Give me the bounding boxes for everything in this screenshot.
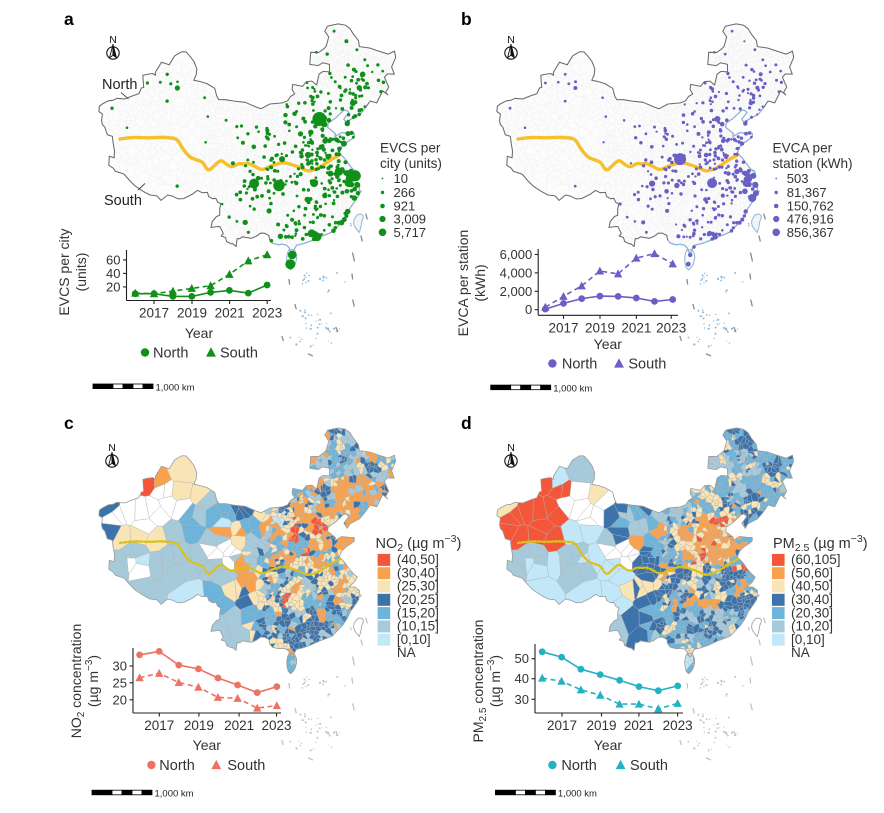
svg-text:N: N bbox=[109, 34, 117, 46]
svg-text:(25,30]: (25,30] bbox=[397, 579, 439, 594]
svg-text:5,717: 5,717 bbox=[394, 225, 427, 240]
svg-text:Year: Year bbox=[185, 325, 214, 341]
svg-text:(50,60]: (50,60] bbox=[791, 565, 833, 580]
svg-text:North: North bbox=[561, 758, 596, 774]
svg-text:[0,10]: [0,10] bbox=[791, 632, 825, 647]
svg-text:South: South bbox=[227, 758, 265, 774]
svg-text:40: 40 bbox=[106, 266, 120, 281]
svg-text:EVCA per station: EVCA per station bbox=[455, 230, 471, 337]
svg-text:0: 0 bbox=[525, 302, 532, 317]
svg-text:South: South bbox=[630, 758, 668, 774]
svg-text:476,916: 476,916 bbox=[787, 212, 834, 227]
svg-text:856,367: 856,367 bbox=[787, 225, 834, 240]
svg-text:South: South bbox=[220, 346, 258, 362]
svg-text:South: South bbox=[104, 193, 142, 209]
svg-text:266: 266 bbox=[394, 185, 416, 200]
svg-text:2023: 2023 bbox=[261, 718, 291, 733]
svg-text:2019: 2019 bbox=[177, 306, 207, 321]
svg-text:NO2 (µg m−3): NO2 (µg m−3) bbox=[376, 533, 462, 554]
svg-text:(15,20]: (15,20] bbox=[397, 605, 439, 620]
svg-text:Year: Year bbox=[594, 336, 623, 352]
svg-text:(40,50]: (40,50] bbox=[791, 579, 833, 594]
svg-text:NA: NA bbox=[791, 645, 810, 660]
svg-text:60: 60 bbox=[106, 252, 120, 267]
svg-text:South: South bbox=[628, 357, 666, 373]
svg-text:2023: 2023 bbox=[663, 718, 693, 733]
svg-text:[0,10]: [0,10] bbox=[397, 632, 431, 647]
svg-text:30: 30 bbox=[515, 692, 529, 707]
svg-text:North: North bbox=[102, 77, 137, 93]
svg-text:2021: 2021 bbox=[624, 718, 654, 733]
svg-text:2021: 2021 bbox=[215, 306, 245, 321]
svg-text:North: North bbox=[562, 357, 597, 373]
svg-text:2021: 2021 bbox=[621, 320, 651, 335]
svg-text:b: b bbox=[461, 9, 472, 29]
svg-text:N: N bbox=[507, 34, 515, 46]
svg-text:2017: 2017 bbox=[548, 320, 578, 335]
svg-text:10: 10 bbox=[394, 171, 408, 186]
svg-text:EVCS per: EVCS per bbox=[380, 141, 441, 156]
svg-text:20: 20 bbox=[106, 279, 120, 294]
svg-text:2017: 2017 bbox=[144, 718, 174, 733]
svg-text:4,000: 4,000 bbox=[500, 265, 533, 280]
svg-text:(10,15]: (10,15] bbox=[397, 619, 439, 634]
svg-text:Year: Year bbox=[193, 737, 222, 753]
svg-text:6,000: 6,000 bbox=[500, 247, 533, 262]
svg-text:c: c bbox=[64, 413, 74, 433]
svg-text:1,000 km: 1,000 km bbox=[553, 383, 592, 394]
svg-text:N: N bbox=[108, 442, 116, 454]
svg-text:NO2 concentration: NO2 concentration bbox=[68, 624, 87, 739]
svg-text:station (kWh): station (kWh) bbox=[773, 156, 853, 171]
svg-text:(60,105]: (60,105] bbox=[791, 552, 841, 567]
svg-text:Year: Year bbox=[594, 737, 623, 753]
svg-text:2023: 2023 bbox=[656, 320, 686, 335]
svg-text:921: 921 bbox=[394, 199, 416, 214]
svg-text:(10,20]: (10,20] bbox=[791, 619, 833, 634]
svg-text:150,762: 150,762 bbox=[787, 199, 834, 214]
svg-text:2023: 2023 bbox=[252, 306, 282, 321]
svg-text:(20,25]: (20,25] bbox=[397, 592, 439, 607]
svg-text:2021: 2021 bbox=[224, 718, 254, 733]
svg-text:1,000 km: 1,000 km bbox=[155, 789, 194, 800]
svg-text:NA: NA bbox=[397, 645, 416, 660]
svg-text:1,000 km: 1,000 km bbox=[156, 382, 195, 393]
svg-text:3,009: 3,009 bbox=[394, 212, 427, 227]
svg-text:40: 40 bbox=[515, 671, 529, 686]
svg-text:North: North bbox=[159, 758, 194, 774]
svg-text:EVCA per: EVCA per bbox=[773, 141, 833, 156]
svg-text:25: 25 bbox=[113, 675, 127, 690]
svg-text:2017: 2017 bbox=[547, 718, 577, 733]
svg-text:(30,40]: (30,40] bbox=[397, 565, 439, 580]
svg-text:2019: 2019 bbox=[184, 718, 214, 733]
svg-text:a: a bbox=[64, 9, 74, 29]
svg-text:(40,50]: (40,50] bbox=[397, 552, 439, 567]
svg-text:city (units): city (units) bbox=[380, 156, 442, 171]
svg-text:2017: 2017 bbox=[139, 306, 169, 321]
svg-text:2019: 2019 bbox=[586, 718, 616, 733]
svg-text:2,000: 2,000 bbox=[500, 284, 533, 299]
svg-text:50: 50 bbox=[515, 651, 529, 666]
svg-text:(kWh): (kWh) bbox=[472, 264, 488, 301]
svg-text:(20,30]: (20,30] bbox=[791, 605, 833, 620]
svg-text:2019: 2019 bbox=[585, 320, 615, 335]
svg-text:1,000 km: 1,000 km bbox=[558, 789, 597, 800]
svg-text:81,367: 81,367 bbox=[787, 185, 827, 200]
svg-text:20: 20 bbox=[113, 692, 127, 707]
svg-text:N: N bbox=[507, 442, 515, 454]
svg-text:(units): (units) bbox=[73, 253, 89, 292]
svg-text:EVCS per city: EVCS per city bbox=[56, 228, 72, 315]
svg-text:503: 503 bbox=[787, 171, 809, 186]
svg-text:(30,40]: (30,40] bbox=[791, 592, 833, 607]
svg-text:North: North bbox=[153, 346, 188, 362]
svg-text:30: 30 bbox=[113, 659, 127, 674]
svg-text:d: d bbox=[461, 413, 472, 433]
